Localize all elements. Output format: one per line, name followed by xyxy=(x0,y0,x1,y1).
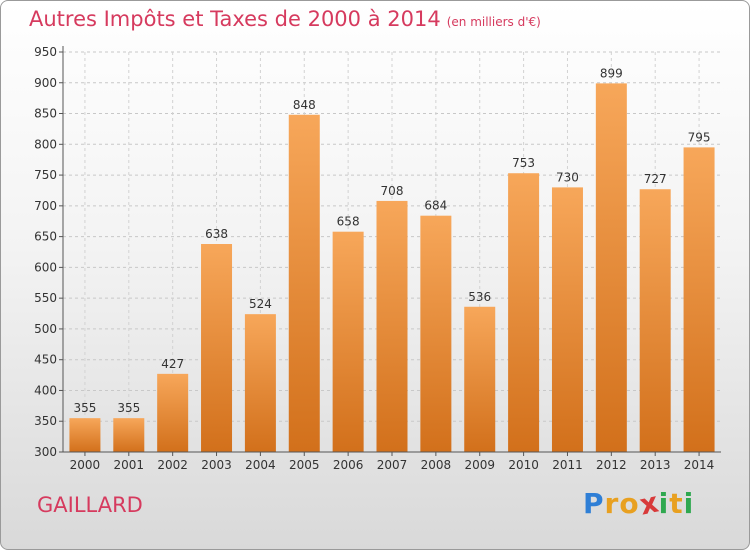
data-label-2011: 730 xyxy=(556,170,579,184)
data-label-2000: 355 xyxy=(73,401,96,415)
x-tick-label: 2010 xyxy=(508,458,539,472)
x-tick-label: 2007 xyxy=(377,458,408,472)
y-tick-label: 900 xyxy=(34,76,57,90)
x-tick-label: 2003 xyxy=(201,458,232,472)
x-tick-label: 2001 xyxy=(114,458,145,472)
data-label-2003: 638 xyxy=(205,227,228,241)
bar-2010 xyxy=(508,173,540,452)
y-tick-label: 600 xyxy=(34,260,57,274)
y-tick-label: 750 xyxy=(34,168,57,182)
y-tick-label: 300 xyxy=(34,445,57,459)
bar-2009 xyxy=(464,306,496,452)
y-tick-label: 350 xyxy=(34,414,57,428)
logo-letter: i xyxy=(683,487,695,520)
y-tick-label: 950 xyxy=(34,45,57,59)
data-label-2014: 795 xyxy=(688,130,711,144)
data-label-2001: 355 xyxy=(117,401,140,415)
x-tick-label: 2011 xyxy=(552,458,583,472)
y-tick-label: 850 xyxy=(34,107,57,121)
data-label-2009: 536 xyxy=(468,290,491,304)
x-tick-label: 2004 xyxy=(245,458,276,472)
x-tick-label: 2006 xyxy=(333,458,364,472)
x-tick-label: 2002 xyxy=(157,458,188,472)
axes: 300 350 400 450 500 550 600 650 700 750 800 850 900 9… xyxy=(34,45,721,472)
data-label-2002: 427 xyxy=(161,357,184,371)
chart-title-text: Autres Impôts et Taxes de 2000 à 2014 xyxy=(29,7,441,31)
bar-2006 xyxy=(332,231,364,452)
data-label-2005: 848 xyxy=(293,98,316,112)
data-label-2007: 708 xyxy=(381,184,404,198)
y-tick-label: 450 xyxy=(34,353,57,367)
bar-2014 xyxy=(683,147,715,452)
bars: 355 355 427 638 524 848 658 708 684 536 753 730 899 7… xyxy=(69,66,715,453)
logo-letter: P xyxy=(583,487,605,520)
x-tick-label: 2008 xyxy=(421,458,452,472)
x-tick-label: 2000 xyxy=(70,458,101,472)
x-tick-label: 2012 xyxy=(596,458,627,472)
y-tick-label: 800 xyxy=(34,137,57,151)
logo-letter: t xyxy=(669,487,684,520)
y-tick-label: 550 xyxy=(34,291,57,305)
y-tick-label: 650 xyxy=(34,230,57,244)
bar-2012 xyxy=(595,83,627,452)
bar-2013 xyxy=(639,189,671,452)
logo-letter: r xyxy=(604,487,620,520)
bar-2011 xyxy=(551,187,583,452)
y-tick-label: 400 xyxy=(34,383,57,397)
bar-2002 xyxy=(157,373,189,452)
chart-title: Autres Impôts et Taxes de 2000 à 2014 (en… xyxy=(29,7,541,31)
data-label-2013: 727 xyxy=(644,172,667,186)
x-tick-label: 2013 xyxy=(640,458,671,472)
data-label-2008: 684 xyxy=(424,199,447,213)
bar-2000 xyxy=(69,418,101,452)
data-label-2010: 753 xyxy=(512,156,535,170)
chart-unit: (en milliers d'€) xyxy=(446,15,541,29)
bar-2001 xyxy=(113,418,145,452)
logo-letter: o xyxy=(619,487,640,520)
logo-letter: i xyxy=(658,487,670,520)
bar-2008 xyxy=(420,215,452,452)
x-tick-label: 2005 xyxy=(289,458,320,472)
bar-2007 xyxy=(376,200,408,452)
data-label-2012: 899 xyxy=(600,66,623,80)
bar-2005 xyxy=(288,114,320,453)
data-label-2004: 524 xyxy=(249,297,272,311)
y-tick-label: 700 xyxy=(34,199,57,213)
commune-name: GAILLARD xyxy=(37,493,143,517)
x-tick-label: 2009 xyxy=(464,458,495,472)
data-label-2006: 658 xyxy=(337,215,360,229)
x-tick-label: 2014 xyxy=(684,458,715,472)
bar-2004 xyxy=(244,314,276,452)
proxiti-logo: Proxiti xyxy=(583,485,695,521)
bar-2003 xyxy=(201,244,233,452)
y-tick-label: 500 xyxy=(34,322,57,336)
